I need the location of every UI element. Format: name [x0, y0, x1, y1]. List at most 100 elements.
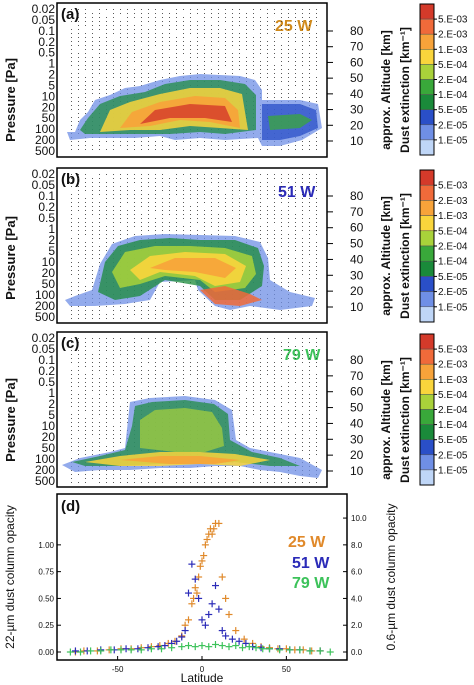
- grid-dot: [274, 338, 275, 339]
- grid-dot: [239, 390, 240, 391]
- grid-dot: [239, 406, 240, 407]
- grid-dot: [232, 374, 233, 375]
- grid-dot: [281, 406, 282, 407]
- grid-dot: [92, 258, 93, 259]
- grid-dot: [211, 41, 212, 42]
- grid-dot: [288, 174, 289, 175]
- grid-dot: [78, 482, 79, 483]
- grid-dot: [288, 358, 289, 359]
- grid-dot: [253, 378, 254, 379]
- grid-dot: [190, 73, 191, 74]
- grid-dot: [106, 206, 107, 207]
- grid-dot: [260, 438, 261, 439]
- grid-dot: [113, 182, 114, 183]
- grid-dot: [120, 394, 121, 395]
- pressure-tick: 0.05: [32, 178, 56, 192]
- grid-dot: [288, 73, 289, 74]
- scatter-point-79w: [232, 642, 240, 650]
- grid-dot: [106, 346, 107, 347]
- grid-dot: [204, 362, 205, 363]
- grid-dot: [78, 394, 79, 395]
- grid-dot: [316, 13, 317, 14]
- grid-dot: [267, 53, 268, 54]
- grid-dot: [232, 314, 233, 315]
- grid-dot: [302, 382, 303, 383]
- grid-dot: [99, 442, 100, 443]
- grid-dot: [253, 222, 254, 223]
- grid-dot: [183, 382, 184, 383]
- grid-dot: [169, 65, 170, 66]
- grid-dot: [281, 222, 282, 223]
- grid-dot: [127, 149, 128, 150]
- scatter-point-79w: [97, 647, 105, 655]
- grid-dot: [274, 65, 275, 66]
- grid-dot: [120, 222, 121, 223]
- grid-dot: [232, 222, 233, 223]
- grid-dot: [134, 45, 135, 46]
- colorbar-label: 5.E-05: [438, 272, 468, 283]
- grid-dot: [281, 226, 282, 227]
- scatter-point-25w: [215, 519, 223, 527]
- pressure-tick: 50: [42, 277, 56, 291]
- grid-dot: [295, 482, 296, 483]
- grid-dot: [197, 21, 198, 22]
- grid-dot: [253, 314, 254, 315]
- grid-dot: [120, 178, 121, 179]
- grid-dot: [92, 270, 93, 271]
- grid-dot: [113, 342, 114, 343]
- grid-dot: [141, 354, 142, 355]
- grid-dot: [218, 470, 219, 471]
- grid-dot: [92, 442, 93, 443]
- grid-dot: [190, 302, 191, 303]
- grid-dot: [246, 210, 247, 211]
- grid-dot: [92, 338, 93, 339]
- grid-dot: [309, 190, 310, 191]
- grid-dot: [71, 470, 72, 471]
- grid-dot: [85, 101, 86, 102]
- pressure-tick: 0.02: [32, 2, 56, 16]
- grid-dot: [113, 470, 114, 471]
- grid-dot: [246, 234, 247, 235]
- grid-dot: [78, 105, 79, 106]
- grid-dot: [134, 206, 135, 207]
- grid-dot: [267, 93, 268, 94]
- grid-dot: [260, 182, 261, 183]
- grid-dot: [246, 61, 247, 62]
- grid-dot: [302, 198, 303, 199]
- pressure-tick: 1: [48, 57, 55, 71]
- grid-dot: [169, 226, 170, 227]
- grid-dot: [71, 430, 72, 431]
- grid-dot: [120, 342, 121, 343]
- grid-dot: [232, 178, 233, 179]
- grid-dot: [162, 61, 163, 62]
- grid-dot: [260, 434, 261, 435]
- grid-dot: [92, 402, 93, 403]
- grid-dot: [106, 77, 107, 78]
- grid-dot: [92, 370, 93, 371]
- grid-dot: [127, 57, 128, 58]
- grid-dot: [288, 234, 289, 235]
- grid-dot: [232, 406, 233, 407]
- grid-dot: [155, 230, 156, 231]
- grid-dot: [176, 17, 177, 18]
- grid-dot: [218, 194, 219, 195]
- grid-dot: [204, 57, 205, 58]
- grid-dot: [260, 350, 261, 351]
- scatter-point-25w: [200, 552, 208, 560]
- grid-dot: [239, 346, 240, 347]
- grid-dot: [99, 174, 100, 175]
- grid-dot: [253, 350, 254, 351]
- grid-dot: [253, 21, 254, 22]
- grid-dot: [190, 314, 191, 315]
- grid-dot: [176, 218, 177, 219]
- grid-dot: [211, 13, 212, 14]
- grid-dot: [295, 282, 296, 283]
- grid-dot: [99, 53, 100, 54]
- grid-dot: [127, 238, 128, 239]
- grid-dot: [288, 434, 289, 435]
- grid-dot: [274, 382, 275, 383]
- grid-dot: [316, 362, 317, 363]
- grid-dot: [239, 49, 240, 50]
- grid-dot: [316, 422, 317, 423]
- grid-dot: [204, 182, 205, 183]
